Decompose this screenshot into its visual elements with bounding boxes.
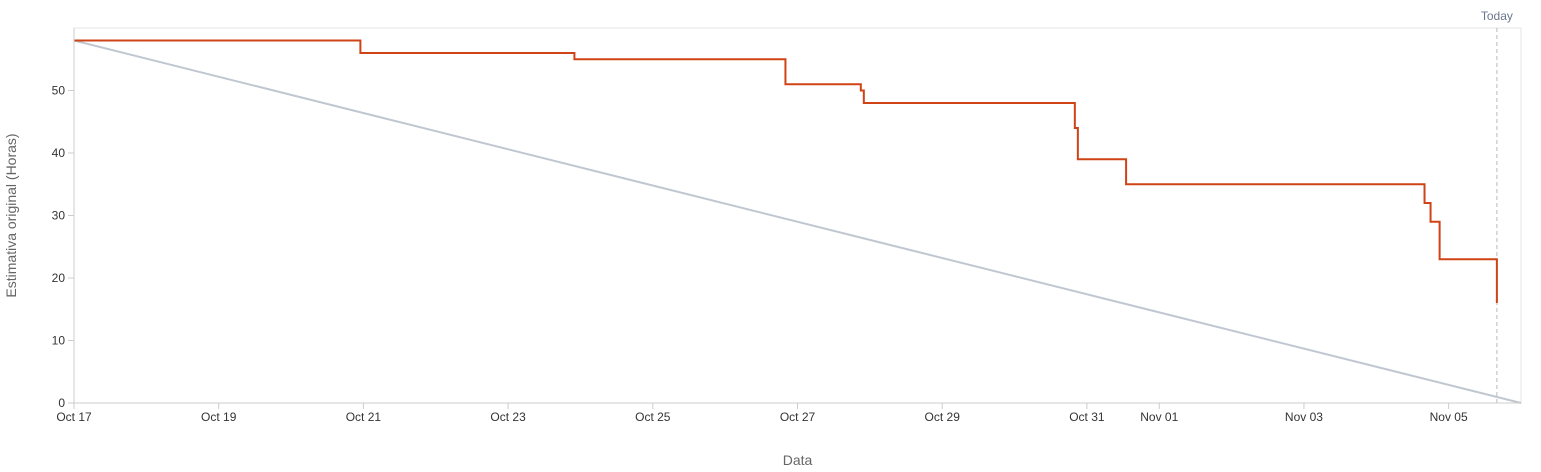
x-tick-label: Nov 03: [1285, 410, 1323, 424]
x-tick-label: Oct 29: [925, 410, 961, 424]
y-axis: 0 10 20 30 40 50: [52, 28, 75, 410]
y-axis-title: Estimativa original (Horas): [3, 133, 19, 297]
x-tick-label: Nov 05: [1430, 410, 1468, 424]
y-tick-label: 50: [52, 84, 66, 98]
x-tick-label: Oct 21: [346, 410, 382, 424]
x-tick-label: Oct 31: [1069, 410, 1105, 424]
y-tick-label: 10: [52, 334, 66, 348]
x-tick-label: Nov 01: [1140, 410, 1178, 424]
x-axis: Oct 17 Oct 19 Oct 21 Oct 23 Oct 25 Oct 27 Oct …: [56, 402, 1521, 424]
x-tick-label: Oct 23: [490, 410, 526, 424]
x-tick-label: Oct 19: [201, 410, 237, 424]
y-tick-label: 20: [52, 271, 66, 285]
y-tick-label: 0: [58, 396, 65, 410]
today-marker: Today: [1481, 9, 1513, 403]
remaining-series: [74, 39, 1498, 303]
y-tick-label: 30: [52, 209, 66, 223]
guideline-series: [73, 39, 1522, 404]
y-tick-label: 40: [52, 146, 66, 160]
x-tick-label: Oct 25: [635, 410, 671, 424]
today-label: Today: [1481, 9, 1513, 23]
remaining-layer: [74, 39, 1498, 303]
x-tick-label: Oct 17: [56, 410, 92, 424]
x-axis-title: Data: [783, 452, 813, 468]
guideline-layer: [73, 39, 1522, 404]
x-tick-label: Oct 27: [780, 410, 816, 424]
